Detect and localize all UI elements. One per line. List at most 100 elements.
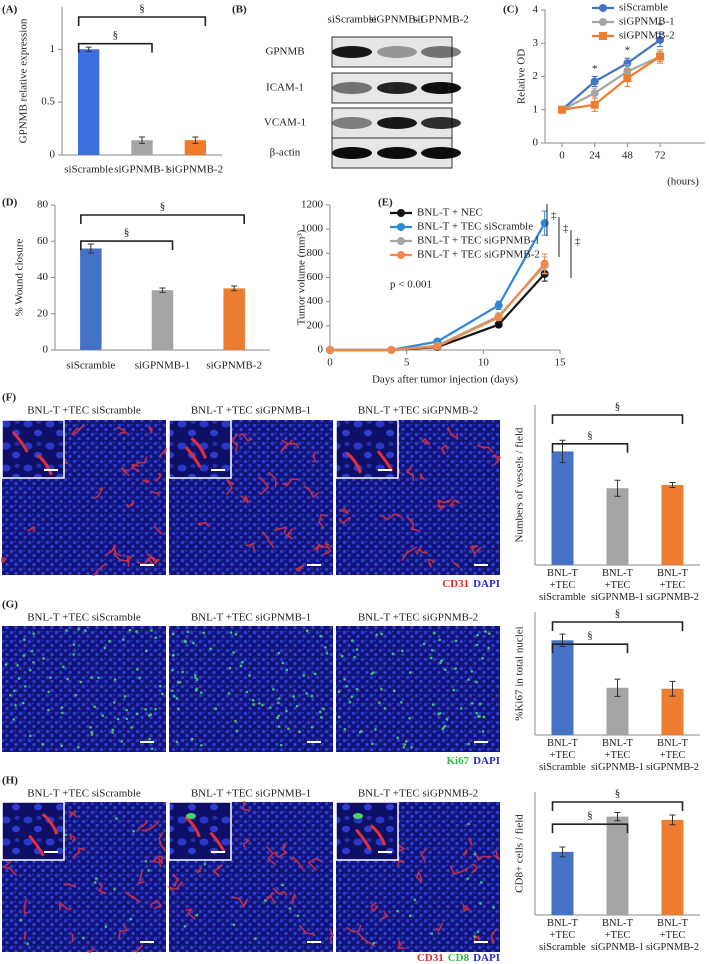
- positive-cell: [32, 661, 35, 664]
- positive-cell: [488, 632, 491, 635]
- vessel: [272, 887, 288, 896]
- vessel: [420, 848, 428, 863]
- positive-cell: [23, 638, 26, 642]
- vessel: [471, 544, 479, 550]
- annotation: *: [625, 45, 631, 57]
- vessel: [137, 820, 149, 831]
- vessel: [448, 499, 461, 507]
- positive-cell: [476, 930, 480, 934]
- vessel: [113, 547, 122, 557]
- positive-cell: [402, 745, 406, 749]
- annotation: *: [592, 63, 598, 75]
- inset-vessel: [41, 813, 59, 835]
- positive-cell: [277, 651, 281, 655]
- vessel: [313, 543, 321, 552]
- positive-cell: [377, 701, 381, 704]
- error-bar: [614, 479, 621, 497]
- y-tick-label: 2: [533, 70, 539, 82]
- positive-cell: [408, 914, 412, 918]
- positive-cell: [74, 693, 78, 697]
- x-axis-label: (hours): [667, 176, 699, 188]
- positive-cell: [484, 630, 487, 633]
- vessel: [284, 527, 294, 540]
- vessel: [158, 831, 167, 852]
- bar: [131, 140, 153, 155]
- annotation: §: [113, 29, 119, 41]
- vessel: [153, 526, 163, 536]
- positive-cell: [21, 701, 25, 705]
- positive-cell: [47, 690, 50, 694]
- blot-band: [421, 117, 461, 129]
- bar: [551, 451, 574, 565]
- inset: [1, 419, 65, 479]
- stain-name: CD31: [442, 578, 469, 590]
- positive-cell: [193, 673, 197, 677]
- x-tick-label: 0: [327, 357, 333, 369]
- positive-cell: [391, 652, 395, 656]
- positive-cell: [144, 708, 147, 711]
- positive-cell: [313, 672, 317, 676]
- vessel: [329, 928, 334, 944]
- positive-cell: [195, 678, 199, 681]
- x-tick-label: BNL-T +TEC siGPNMB-1: [590, 738, 645, 774]
- positive-cell: [79, 680, 83, 684]
- y-tick-label: 0: [43, 344, 49, 356]
- positive-cell: [473, 852, 477, 856]
- positive-cell: [199, 691, 203, 694]
- positive-cell: [340, 654, 344, 658]
- vessel: [318, 513, 327, 529]
- positive-cell: [104, 925, 108, 928]
- vessel: [113, 552, 133, 562]
- positive-cell: [175, 740, 179, 744]
- micrograph: [2, 626, 166, 752]
- positive-cell: [136, 668, 139, 671]
- stain-name: CD8: [448, 952, 470, 964]
- x-tick-label-box: BNL-T +TEC siScramble: [539, 568, 586, 604]
- error-bar: [159, 287, 166, 293]
- positive-cell: [278, 697, 281, 700]
- vessel: [166, 880, 184, 893]
- vessel: [370, 901, 379, 913]
- positive-cell: [380, 688, 383, 691]
- vessel: [58, 900, 72, 911]
- vessel: [23, 898, 29, 915]
- positive-cell: [178, 680, 182, 684]
- image-title: BNL-T +TEC siScramble: [27, 788, 141, 800]
- positive-cell: [371, 671, 375, 674]
- bar: [78, 49, 100, 155]
- positive-cell: [26, 942, 30, 946]
- vessel: [396, 857, 405, 866]
- stain-legend: CD31 CD8 DAPI: [417, 952, 500, 964]
- positive-cell: [64, 833, 68, 836]
- positive-cell: [120, 740, 124, 743]
- positive-cell: [337, 715, 341, 719]
- vessel: [322, 542, 332, 556]
- image-title: BNL-T +TEC siGPNMB-1: [191, 788, 311, 800]
- panel-label: (F): [2, 392, 16, 404]
- marker: [590, 89, 599, 98]
- series-line: [561, 39, 661, 111]
- positive-cell: [171, 689, 174, 693]
- vessel: [72, 847, 86, 859]
- positive-cell: [130, 726, 133, 729]
- x-tick-label-box: BNL-T +TEC siGPNMB-1: [590, 738, 645, 774]
- positive-cell: [454, 639, 458, 643]
- positive-cell: [322, 707, 325, 711]
- vessel: [136, 556, 156, 566]
- legend-label: BNL-T + TEC siGPNMB-1: [417, 235, 540, 247]
- annotation: ‡: [551, 210, 557, 222]
- vessel: [380, 910, 389, 921]
- positive-cell: [292, 695, 295, 698]
- positive-cell: [445, 717, 449, 721]
- positive-cell: [452, 688, 456, 692]
- vessel: [280, 439, 290, 452]
- positive-cell: [214, 707, 218, 711]
- y-axis-label: GPNMB relative expression: [18, 18, 30, 143]
- y-axis-label: Tumor volume (mm³): [296, 229, 308, 325]
- vessel: [436, 504, 447, 511]
- positive-cell: [276, 716, 279, 720]
- inset-cell: [353, 813, 363, 819]
- series-line: [561, 55, 661, 111]
- x-tick-label: BNL-T +TEC siScramble: [539, 568, 586, 604]
- legend-marker: [397, 209, 405, 217]
